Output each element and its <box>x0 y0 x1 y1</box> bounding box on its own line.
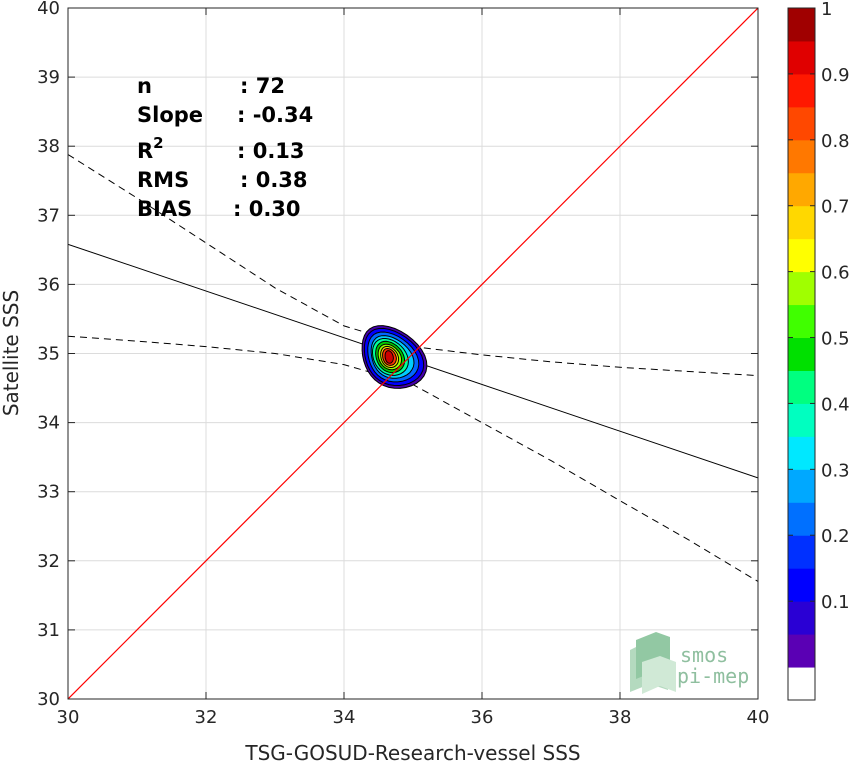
density-contours <box>68 8 758 699</box>
colorbar-segment <box>788 73 815 108</box>
x-tick-label: 36 <box>471 707 494 728</box>
y-tick-label: 30 <box>37 689 60 710</box>
colorbar: 0.1 0.2 0.3 0.4 0.5 0.6 0.7 0.8 0.9 1 <box>787 0 850 701</box>
colorbar-segment <box>788 667 815 701</box>
stat-rms-label: RMS <box>137 168 189 192</box>
stat-r2-base: R <box>137 139 153 163</box>
stat-r2-sup: 2 <box>153 134 163 152</box>
colorbar-segment <box>788 139 815 174</box>
y-tick-label: 34 <box>37 413 60 434</box>
colorbar-segment <box>788 40 815 75</box>
logo-line2: pi-mep <box>677 664 749 688</box>
colorbar-tick-label: 0.6 <box>821 263 850 284</box>
x-axis-label: TSG-GOSUD-Research-vessel SSS <box>244 741 580 763</box>
colorbar-tick-label: 0.9 <box>821 65 850 86</box>
colorbar-tick-label: 0.8 <box>821 131 850 152</box>
y-tick-label: 38 <box>37 136 60 157</box>
colorbar-segment <box>788 271 815 306</box>
x-tick-label: 32 <box>195 707 218 728</box>
colorbar-segment <box>788 8 815 42</box>
colorbar-segment <box>788 106 815 141</box>
colorbar-segment <box>788 304 815 339</box>
colorbar-segment <box>788 568 815 602</box>
grid <box>67 7 759 700</box>
colorbar-segment <box>788 469 815 503</box>
colorbar-segment <box>788 238 815 273</box>
density-contour <box>384 350 394 364</box>
stat-slope-value: : -0.34 <box>237 103 313 127</box>
x-tick-label: 40 <box>747 707 770 728</box>
colorbar-tick-label: 0.5 <box>821 329 850 350</box>
stat-r2-value: : 0.13 <box>237 139 305 163</box>
smos-pimep-logo: smos pi-mep <box>630 632 749 694</box>
y-tick-label: 37 <box>37 205 60 226</box>
y-tick-label: 39 <box>37 67 60 88</box>
stat-n-label: n <box>137 74 152 98</box>
colorbar-segment <box>788 535 815 569</box>
logo-line1: smos <box>680 643 728 667</box>
colorbar-segment <box>788 436 815 470</box>
y-tick-label: 31 <box>37 620 60 641</box>
colorbar-segment <box>788 502 815 536</box>
stat-n-value: : 72 <box>240 74 285 98</box>
y-tick-label: 40 <box>37 0 60 19</box>
stat-r2-label: R2 <box>137 134 164 163</box>
stat-slope-label: Slope <box>137 103 203 127</box>
colorbar-segment <box>788 205 815 240</box>
tick-layer: 30 32 34 36 38 40 30 31 32 33 34 35 36 37 38 39 40 <box>37 0 769 728</box>
identity-line <box>68 8 758 699</box>
x-tick-label: 30 <box>57 707 80 728</box>
y-tick-label: 35 <box>37 344 60 365</box>
colorbar-segment <box>788 172 815 207</box>
colorbar-segment <box>788 601 815 635</box>
stat-bias-label: BIAS <box>137 197 192 221</box>
y-tick-label: 33 <box>37 482 60 503</box>
plot-frame <box>67 7 759 700</box>
colorbar-tick-label: 0.2 <box>821 526 850 547</box>
stat-bias-value: : 0.30 <box>233 197 301 221</box>
colorbar-segment <box>788 370 815 404</box>
stats-box: n : 72 Slope : -0.34 R2 : 0.13 RMS : 0.3… <box>137 74 313 221</box>
logo-waves-icon <box>630 632 676 694</box>
colorbar-tick-label: 1 <box>821 0 832 20</box>
y-tick-label: 36 <box>37 274 60 295</box>
colorbar-frame <box>787 7 816 701</box>
colorbar-tick-label: 0.1 <box>821 592 850 613</box>
colorbar-segment <box>788 403 815 437</box>
y-tick-label: 32 <box>37 551 60 572</box>
colorbar-segment <box>788 337 815 371</box>
x-tick-label: 34 <box>333 707 356 728</box>
y-axis-label: Satellite SSS <box>0 290 23 416</box>
colorbar-tick-label: 0.3 <box>821 460 850 481</box>
x-tick-label: 38 <box>609 707 632 728</box>
colorbar-segment <box>788 634 815 668</box>
colorbar-tick-label: 0.7 <box>821 197 850 218</box>
stat-rms-value: : 0.38 <box>240 168 308 192</box>
colorbar-tick-label: 0.4 <box>821 394 850 415</box>
